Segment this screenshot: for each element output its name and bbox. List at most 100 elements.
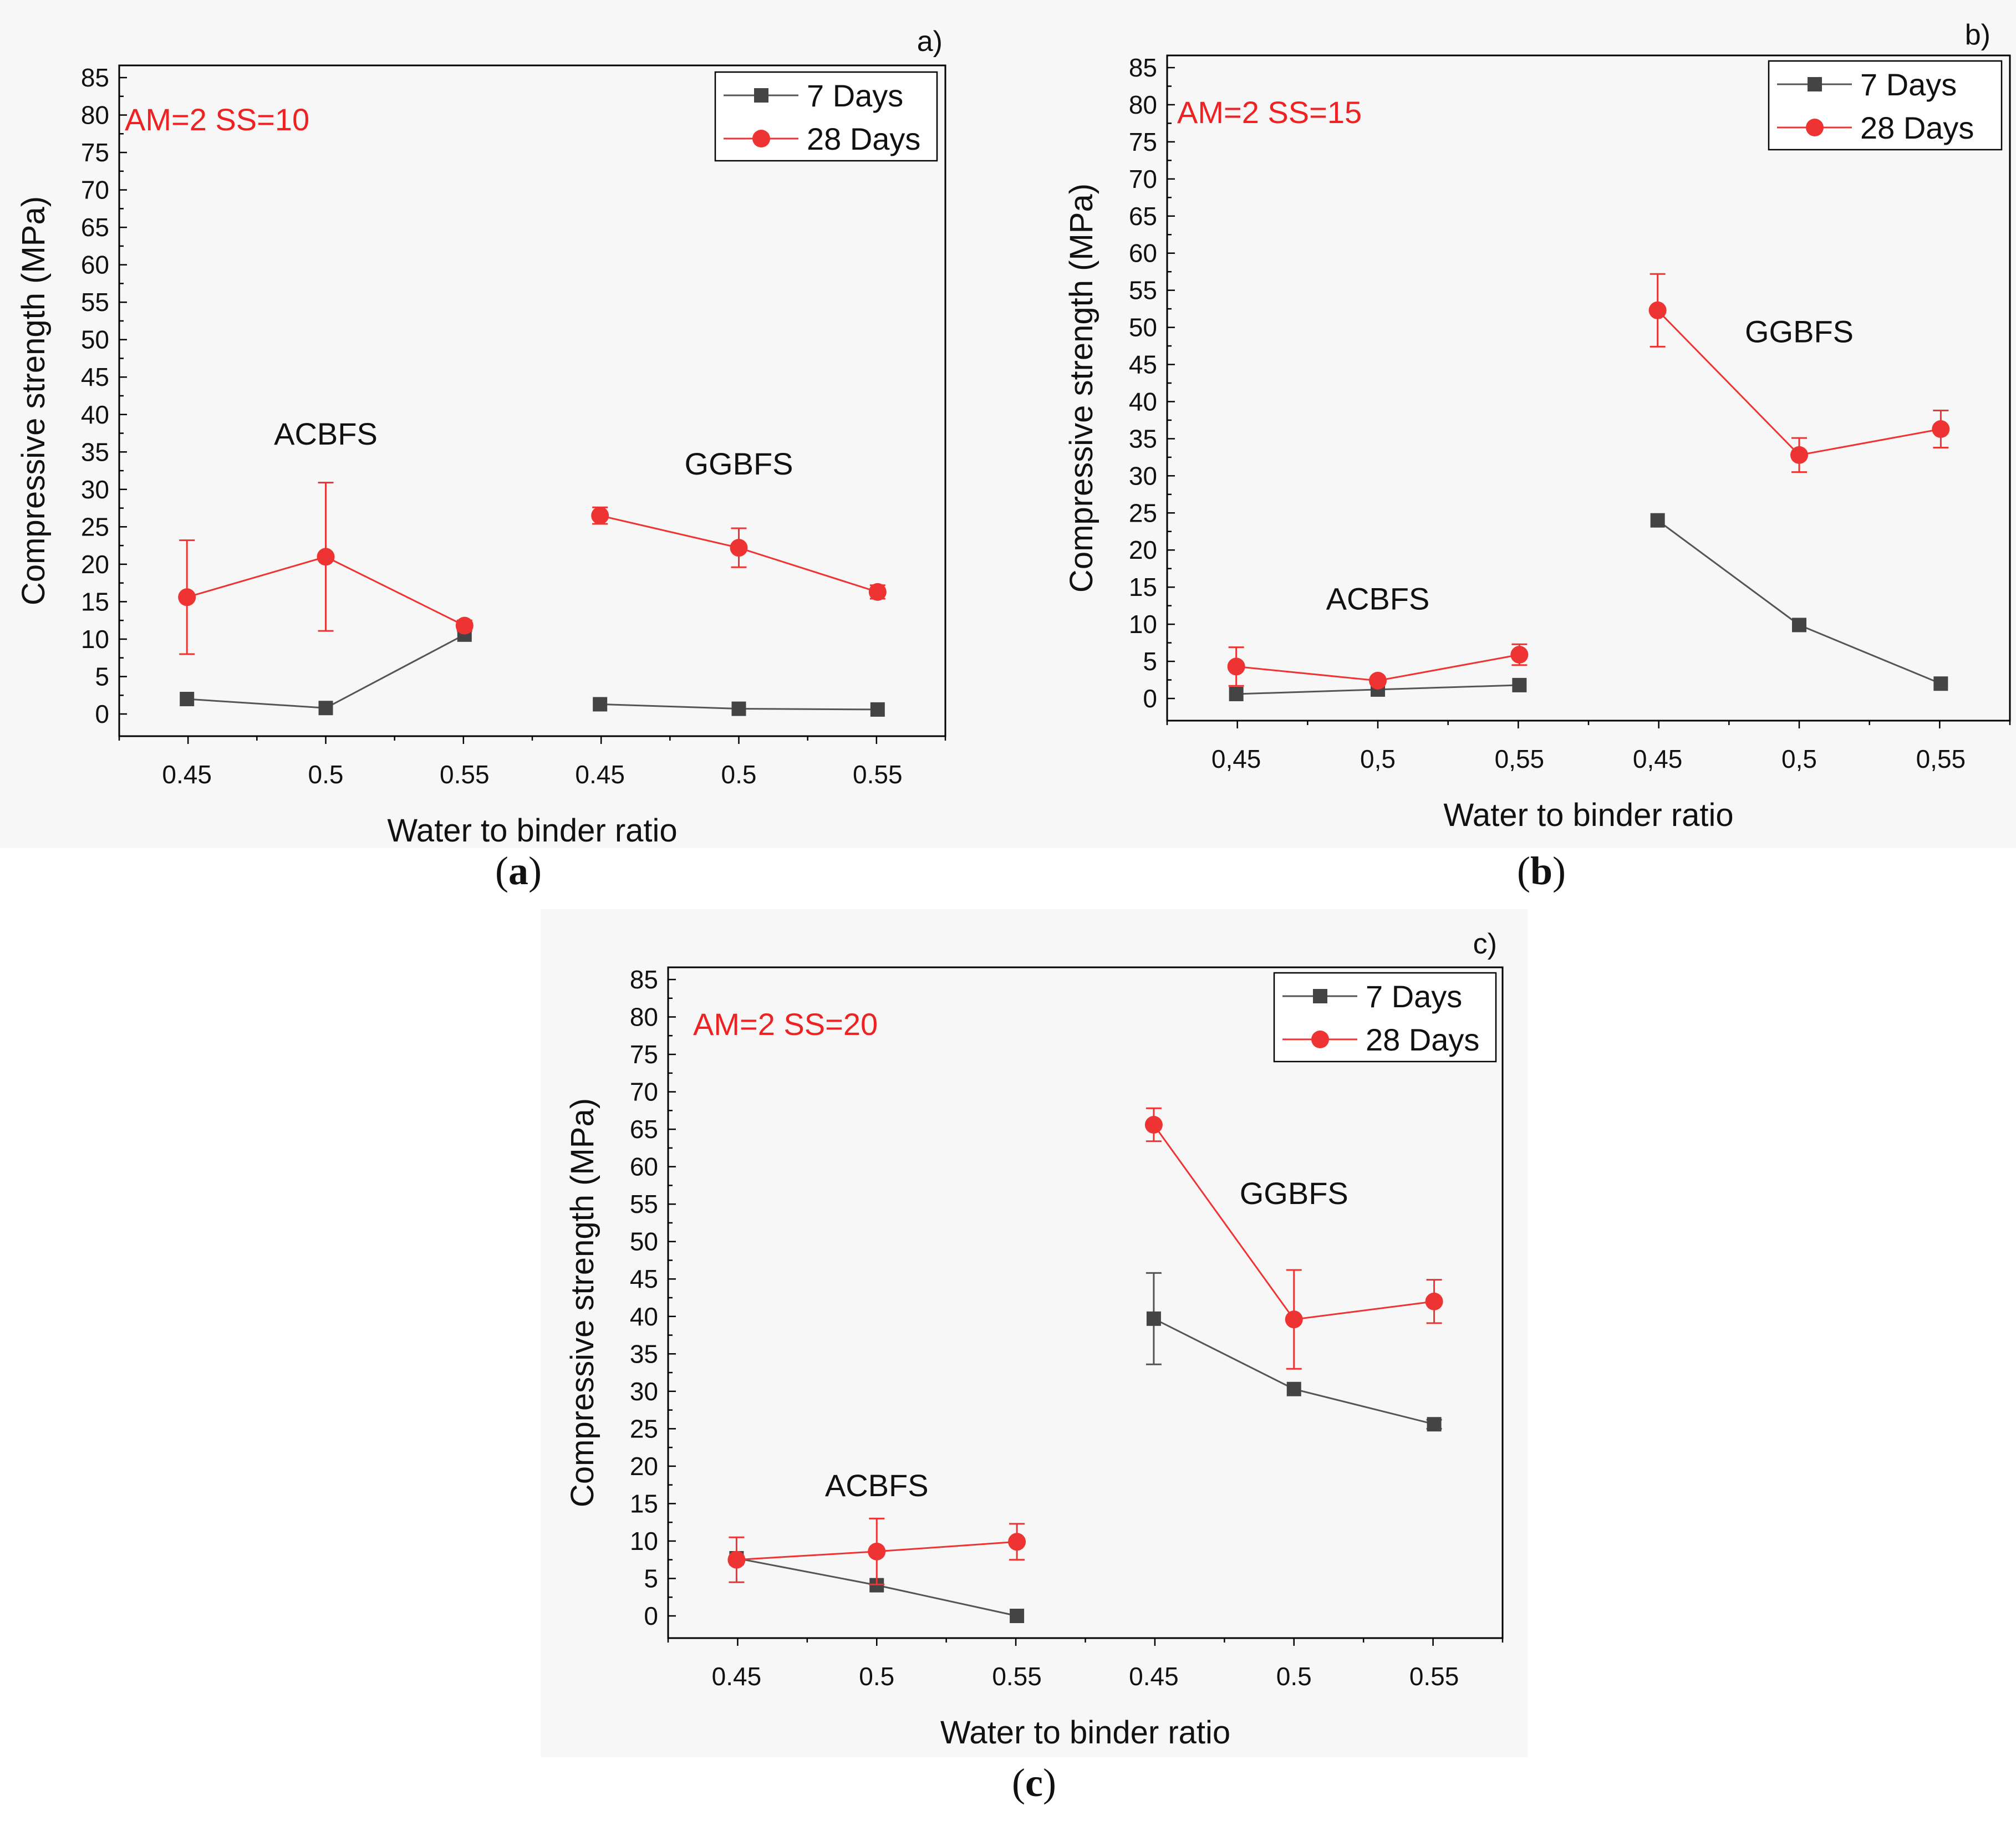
x-axis-title: Water to binder ratio [387, 813, 677, 849]
panel-letter: c) [1473, 928, 1497, 960]
data-point [870, 702, 885, 717]
y-tick-label: 10 [630, 1527, 658, 1555]
data-point [868, 583, 887, 601]
legend-box [714, 71, 938, 162]
legend-marker [752, 130, 770, 147]
chart-panel-a: 0 5 10 15 20 25 30 35 40 45 50 55 60 65 70 75 80 85 0.45 0.… [0, 0, 1059, 849]
data-point [727, 1550, 746, 1569]
data-point [1010, 1609, 1025, 1623]
y-tick-label: 35 [630, 1339, 658, 1368]
y-tick-label: 80 [1129, 90, 1157, 119]
legend-label: 7 Days [1860, 67, 1957, 102]
y-axis-title: Compressive strength (MPa) [16, 196, 52, 605]
x-tick-label: 0.55 [853, 760, 903, 789]
data-point [1933, 676, 1948, 691]
panel-annotation: AM=2 SS=10 [125, 102, 309, 137]
data-point [178, 588, 196, 606]
series-28-days [178, 482, 887, 655]
y-tick-label: 30 [81, 475, 109, 504]
data-point [1790, 446, 1808, 464]
panel-caption: (a) [495, 849, 542, 893]
y-axis-title: Compressive strength (MPa) [564, 1098, 600, 1507]
x-tick-label: 0.55 [992, 1662, 1042, 1691]
y-tick-label: 50 [1129, 313, 1157, 342]
panel-annotation: AM=2 SS=20 [693, 1007, 878, 1042]
x-tick-label: 0.55 [1409, 1662, 1459, 1691]
y-tick-label: 5 [95, 662, 109, 691]
y-tick-label: 85 [630, 965, 658, 994]
y-tick-label: 55 [630, 1190, 658, 1218]
data-point [1512, 677, 1527, 692]
panel-caption: (b) [1517, 849, 1566, 893]
x-tick-label: 0.5 [859, 1662, 894, 1691]
chart-panel-b: 0 5 10 15 20 25 30 35 40 45 50 55 60 65 70 75 80 85 0,45 0,… [1056, 0, 2016, 848]
data-point [1229, 686, 1244, 701]
data-point [318, 701, 333, 716]
y-tick-label: 10 [81, 625, 109, 654]
data-point [591, 507, 609, 525]
caption-paren: ( [1012, 1761, 1025, 1805]
y-tick-label: 60 [630, 1152, 658, 1181]
panel-letter: a) [917, 25, 943, 58]
group-label: ACBFS [825, 1468, 929, 1503]
group-label: GGBFS [1745, 314, 1854, 349]
group-label: ACBFS [1326, 581, 1430, 616]
y-tick-label: 50 [630, 1227, 658, 1256]
x-tick-label: 0.45 [575, 760, 625, 789]
y-tick-label: 0 [1143, 684, 1157, 713]
y-tick-label: 5 [1143, 647, 1157, 676]
x-tick-label: 0.45 [162, 760, 212, 789]
legend-label: 28 Days [1860, 110, 1974, 145]
data-point [180, 691, 195, 706]
x-tick-label: 0,45 [1633, 744, 1683, 773]
y-tick-label: 5 [644, 1564, 658, 1593]
legend-marker [1311, 1031, 1329, 1048]
chart-panel-c: 0 5 10 15 20 25 30 35 40 45 50 55 60 65 70 75 80 85 0.45 0.… [541, 909, 1528, 1757]
caption-paren: ( [1517, 849, 1530, 893]
data-point [1144, 1116, 1163, 1134]
legend-label: 28 Days [1366, 1022, 1479, 1057]
panel-letter: b) [1965, 19, 1990, 51]
y-tick-label: 45 [81, 363, 109, 391]
caption-letter: b [1530, 849, 1552, 893]
caption-paren: ) [528, 849, 542, 893]
y-tick-label: 45 [1129, 350, 1157, 379]
x-tick-label: 0,45 [1211, 744, 1261, 773]
y-tick-label: 45 [630, 1264, 658, 1293]
y-tick-label: 25 [81, 512, 109, 541]
y-tick-label: 0 [95, 700, 109, 728]
y-tick-label: 75 [630, 1040, 658, 1069]
data-point [1146, 1311, 1161, 1326]
legend-label: 7 Days [1366, 979, 1462, 1014]
data-point [1285, 1310, 1303, 1329]
y-tick-label: 35 [1129, 424, 1157, 453]
data-point [1792, 618, 1806, 633]
legend-marker [754, 88, 768, 103]
x-tick-label: 0.45 [712, 1662, 762, 1691]
legend-label: 7 Days [807, 78, 903, 113]
y-tick-label: 55 [1129, 276, 1157, 305]
y-tick-label: 15 [81, 587, 109, 616]
y-tick-label: 70 [630, 1078, 658, 1106]
y-tick-label: 15 [1129, 573, 1157, 601]
data-point [1648, 301, 1667, 319]
x-tick-label: 0.55 [440, 760, 490, 789]
y-tick-label: 60 [81, 251, 109, 279]
x-tick-label: 0.5 [721, 760, 757, 789]
y-tick-label: 70 [1129, 165, 1157, 193]
y-tick-label: 0 [644, 1601, 658, 1630]
y-axis-title: Compressive strength (MPa) [1063, 183, 1099, 593]
series-28-days [1227, 273, 1950, 690]
y-tick-label: 15 [630, 1489, 658, 1518]
x-tick-label: 0,55 [1916, 744, 1966, 773]
panel-annotation: AM=2 SS=15 [1177, 95, 1362, 130]
group-label: GGBFS [684, 446, 793, 481]
y-tick-label: 30 [630, 1377, 658, 1406]
data-point [868, 1542, 886, 1560]
legend-box [1768, 60, 2003, 151]
y-tick-label: 85 [1129, 53, 1157, 82]
y-tick-label: 70 [81, 176, 109, 205]
legend-marker [1313, 989, 1327, 1003]
y-tick-label: 75 [81, 138, 109, 167]
